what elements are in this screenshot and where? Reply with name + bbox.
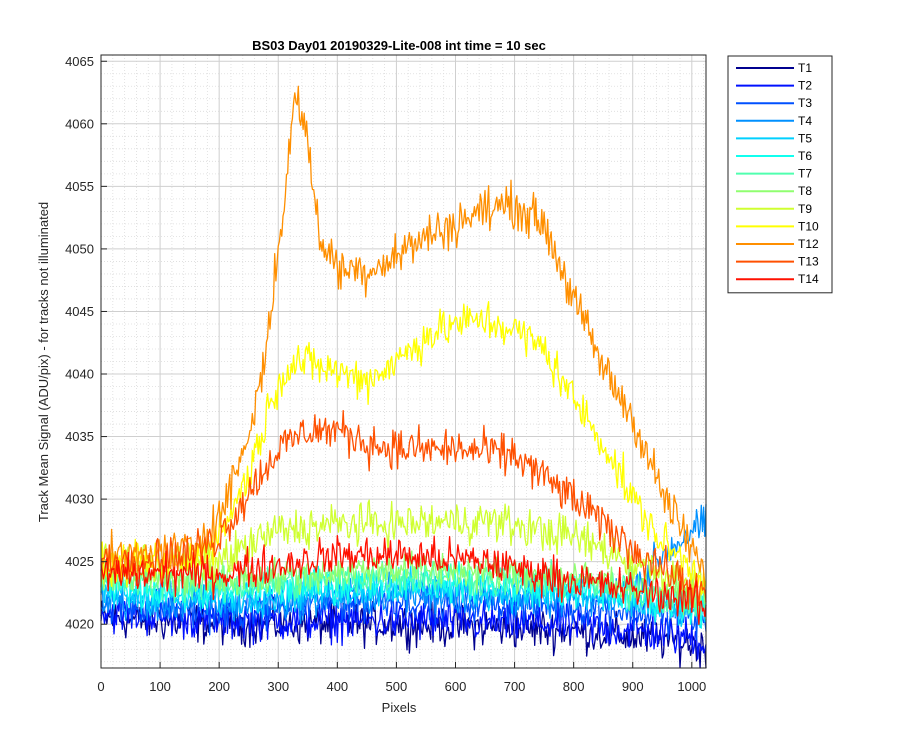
x-tick-label: 600 xyxy=(445,679,467,694)
x-tick-label: 900 xyxy=(622,679,644,694)
x-tick-label: 800 xyxy=(563,679,585,694)
series-lines xyxy=(100,85,707,669)
legend-label: T12 xyxy=(798,237,819,251)
series-line-t8 xyxy=(100,550,707,616)
legend-label: T5 xyxy=(798,131,812,145)
y-tick-label: 4035 xyxy=(65,429,94,444)
y-tick-label: 4060 xyxy=(65,116,94,131)
y-tick-label: 4055 xyxy=(65,179,94,194)
legend-label: T13 xyxy=(798,255,819,269)
axes: 0 100 200 300 400 500 600 700 800 900 1000 4020 4025… xyxy=(65,54,706,694)
x-tick-label: 0 xyxy=(97,679,104,694)
legend-label: T3 xyxy=(798,96,812,110)
x-tick-label: 400 xyxy=(326,679,348,694)
y-tick-label: 4045 xyxy=(65,304,94,319)
legend-label: T8 xyxy=(798,184,812,198)
legend: T1 T2 T3 T4 T5 T6 T7 T8 T9 T10 T12 T13 T14 xyxy=(727,55,833,294)
x-tick-label: 1000 xyxy=(677,679,706,694)
legend-label: T14 xyxy=(798,272,819,286)
plot-frame xyxy=(100,54,707,669)
x-tick-label: 500 xyxy=(386,679,408,694)
legend-label: T2 xyxy=(798,79,812,93)
y-tick-label: 4065 xyxy=(65,54,94,69)
y-tick-label: 4040 xyxy=(65,367,94,382)
y-tick-label: 4020 xyxy=(65,617,94,632)
x-tick-label: 100 xyxy=(149,679,171,694)
x-tick-label: 300 xyxy=(267,679,289,694)
legend-label: T9 xyxy=(798,202,812,216)
x-tick-label: 200 xyxy=(208,679,230,694)
y-tick-label: 4025 xyxy=(65,554,94,569)
y-tick-label: 4050 xyxy=(65,241,94,256)
series-line-t12 xyxy=(100,85,707,599)
x-axis-label: Pixels xyxy=(382,700,417,715)
legend-label: T4 xyxy=(798,114,812,128)
y-axis-label: Track Mean Signal (ADU/pix) - for tracks… xyxy=(36,202,51,522)
legend-label: T1 xyxy=(798,61,812,75)
y-tick-label: 4030 xyxy=(65,492,94,507)
legend-label: T10 xyxy=(798,219,819,233)
legend-label: T7 xyxy=(798,167,812,181)
x-tick-label: 700 xyxy=(504,679,526,694)
series-line-t3 xyxy=(100,578,707,641)
legend-label: T6 xyxy=(798,149,812,163)
series-line-t2 xyxy=(100,593,707,660)
series-line-t7 xyxy=(100,558,707,621)
series-line-t14 xyxy=(100,534,707,626)
series-line-t13 xyxy=(100,410,707,610)
chart-title: BS03 Day01 20190329-Lite-008 int time = … xyxy=(252,38,546,53)
